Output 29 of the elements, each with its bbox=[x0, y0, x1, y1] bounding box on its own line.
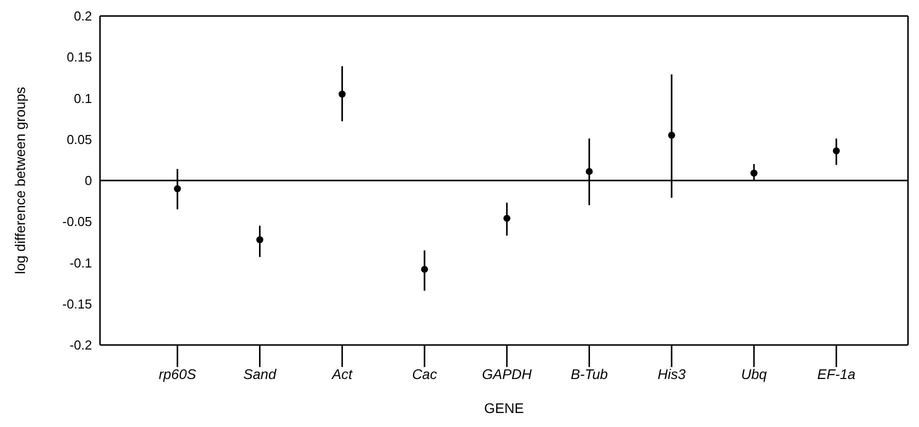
y-tick-label: 0.2 bbox=[74, 8, 92, 24]
x-axis-title: GENE bbox=[484, 400, 524, 416]
x-tick-label: Sand bbox=[243, 366, 278, 382]
y-tick-label: 0.15 bbox=[66, 50, 92, 65]
x-tick-label: His3 bbox=[658, 366, 686, 382]
y-tick-label: -0.1 bbox=[70, 255, 92, 270]
point bbox=[750, 170, 758, 177]
x-tick-label: Act bbox=[331, 366, 354, 382]
x-tick-label: Cac bbox=[412, 366, 437, 382]
y-tick-label: 0 bbox=[84, 173, 92, 188]
point bbox=[256, 236, 264, 244]
y-axis-title: log difference between groups bbox=[12, 86, 28, 274]
x-tick-label: EF-1a bbox=[817, 366, 856, 382]
y-tick-label: -0.05 bbox=[62, 214, 92, 230]
point bbox=[503, 214, 510, 222]
y-tick-label: 0.05 bbox=[66, 132, 92, 147]
point bbox=[668, 132, 676, 139]
y-tick-label: -0.15 bbox=[62, 296, 92, 312]
y-tick-label: -0.2 bbox=[70, 338, 92, 353]
x-tick-label: rp60S bbox=[158, 366, 197, 382]
point bbox=[338, 90, 346, 98]
x-tick-label: Ubq bbox=[741, 366, 768, 382]
y-tick-label: 0.1 bbox=[74, 90, 92, 106]
point bbox=[586, 168, 593, 175]
point bbox=[832, 147, 840, 154]
point bbox=[421, 266, 428, 273]
x-tick-label: B-Tub bbox=[570, 366, 608, 382]
point bbox=[174, 185, 181, 192]
x-tick-label: GAPDH bbox=[482, 366, 533, 382]
